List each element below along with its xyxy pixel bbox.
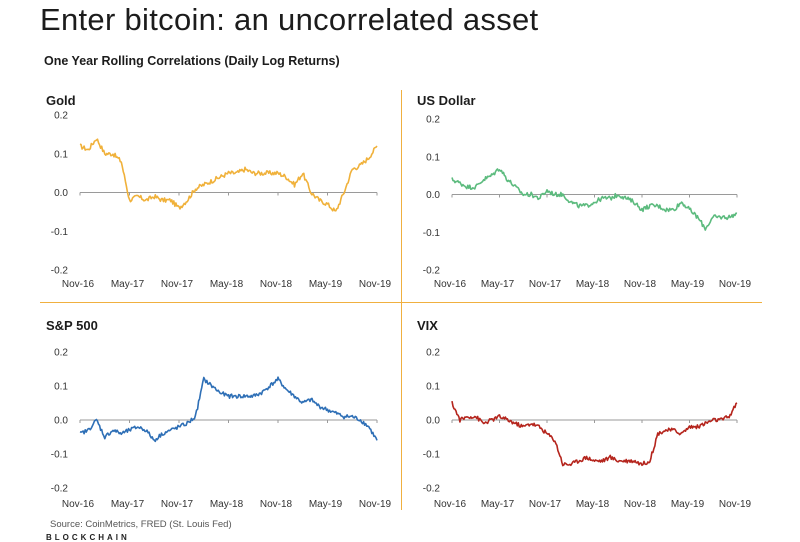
- gold-y-tick-label: -0.2: [51, 266, 69, 277]
- sp500-x-tick-label: May-18: [210, 499, 244, 510]
- us-dollar-y-tick-label: 0.0: [426, 190, 440, 201]
- sp500-series-line: [79, 376, 378, 443]
- us-dollar-y-tick-label: -0.2: [423, 266, 441, 277]
- gold-x-tick-label: Nov-19: [359, 279, 392, 290]
- gold-y-tick-label: 0.0: [54, 188, 68, 199]
- us-dollar-series-line: [451, 168, 738, 231]
- us-dollar-x-tick-label: May-17: [481, 279, 515, 290]
- us-dollar-x-tick-label: Nov-19: [719, 279, 752, 290]
- us-dollar-y-tick-label: -0.1: [423, 228, 441, 239]
- sp500-x-tick-label: Nov-19: [359, 499, 392, 510]
- sp500-y-tick-label: -0.2: [51, 484, 69, 495]
- vix-y-tick-label: -0.2: [423, 484, 441, 495]
- sp500-panel-title: S&P 500: [46, 318, 98, 333]
- vix-y-tick-label: 0.0: [426, 416, 440, 427]
- sp500-x-tick-label: Nov-18: [260, 499, 293, 510]
- vix-x-tick-label: May-17: [481, 499, 515, 510]
- vix-x-tick-label: Nov-16: [434, 499, 467, 510]
- gold-x-tick-label: May-17: [111, 279, 145, 290]
- us-dollar-y-tick-label: 0.1: [426, 152, 440, 163]
- page-title: Enter bitcoin: an uncorrelated asset: [40, 2, 539, 37]
- sp500-y-tick-label: 0.2: [54, 348, 68, 359]
- vix-x-tick-label: May-18: [576, 499, 610, 510]
- vix-x-tick-label: Nov-17: [529, 499, 562, 510]
- sp500-y-tick-label: -0.1: [51, 450, 69, 461]
- chart-subtitle: One Year Rolling Correlations (Daily Log…: [44, 54, 340, 68]
- us-dollar-x-tick-label: May-19: [671, 279, 705, 290]
- vix-y-tick-label: -0.1: [423, 450, 441, 461]
- sp500-x-tick-label: May-19: [309, 499, 343, 510]
- us-dollar-y-tick-label: 0.2: [426, 115, 440, 126]
- vix-x-tick-label: May-19: [671, 499, 705, 510]
- vix-y-tick-label: 0.1: [426, 382, 440, 393]
- sp500-y-tick-label: 0.1: [54, 382, 68, 393]
- quadrant-divider-vertical: [401, 90, 402, 510]
- vix-x-tick-label: Nov-19: [719, 499, 752, 510]
- quadrant-divider-horizontal: [40, 302, 762, 303]
- gold-x-tick-label: Nov-18: [260, 279, 293, 290]
- sp500-y-tick-label: 0.0: [54, 416, 68, 427]
- gold-y-tick-label: 0.2: [54, 111, 68, 122]
- vix-panel-title: VIX: [417, 318, 438, 333]
- sp500-x-tick-label: Nov-16: [62, 499, 95, 510]
- gold-y-tick-label: 0.1: [54, 149, 68, 160]
- gold-x-tick-label: Nov-16: [62, 279, 95, 290]
- us-dollar-x-tick-label: Nov-18: [624, 279, 657, 290]
- gold-x-tick-label: May-18: [210, 279, 244, 290]
- gold-x-tick-label: May-19: [309, 279, 343, 290]
- vix-y-tick-label: 0.2: [426, 348, 440, 359]
- gold-y-tick-label: -0.1: [51, 227, 69, 238]
- vix-x-tick-label: Nov-18: [624, 499, 657, 510]
- vix-series-line: [451, 400, 738, 467]
- brand-logo-text: BLOCKCHAIN: [46, 533, 130, 542]
- source-note: Source: CoinMetrics, FRED (St. Louis Fed…: [50, 519, 232, 530]
- gold-x-tick-label: Nov-17: [161, 279, 194, 290]
- us-dollar-x-tick-label: Nov-17: [529, 279, 562, 290]
- gold-series-line: [79, 138, 378, 212]
- sp500-x-tick-label: May-17: [111, 499, 145, 510]
- gold-panel-title: Gold: [46, 93, 76, 108]
- us-dollar-x-tick-label: May-18: [576, 279, 610, 290]
- us-dollar-x-tick-label: Nov-16: [434, 279, 467, 290]
- sp500-x-tick-label: Nov-17: [161, 499, 194, 510]
- us-dollar-panel-title: US Dollar: [417, 93, 476, 108]
